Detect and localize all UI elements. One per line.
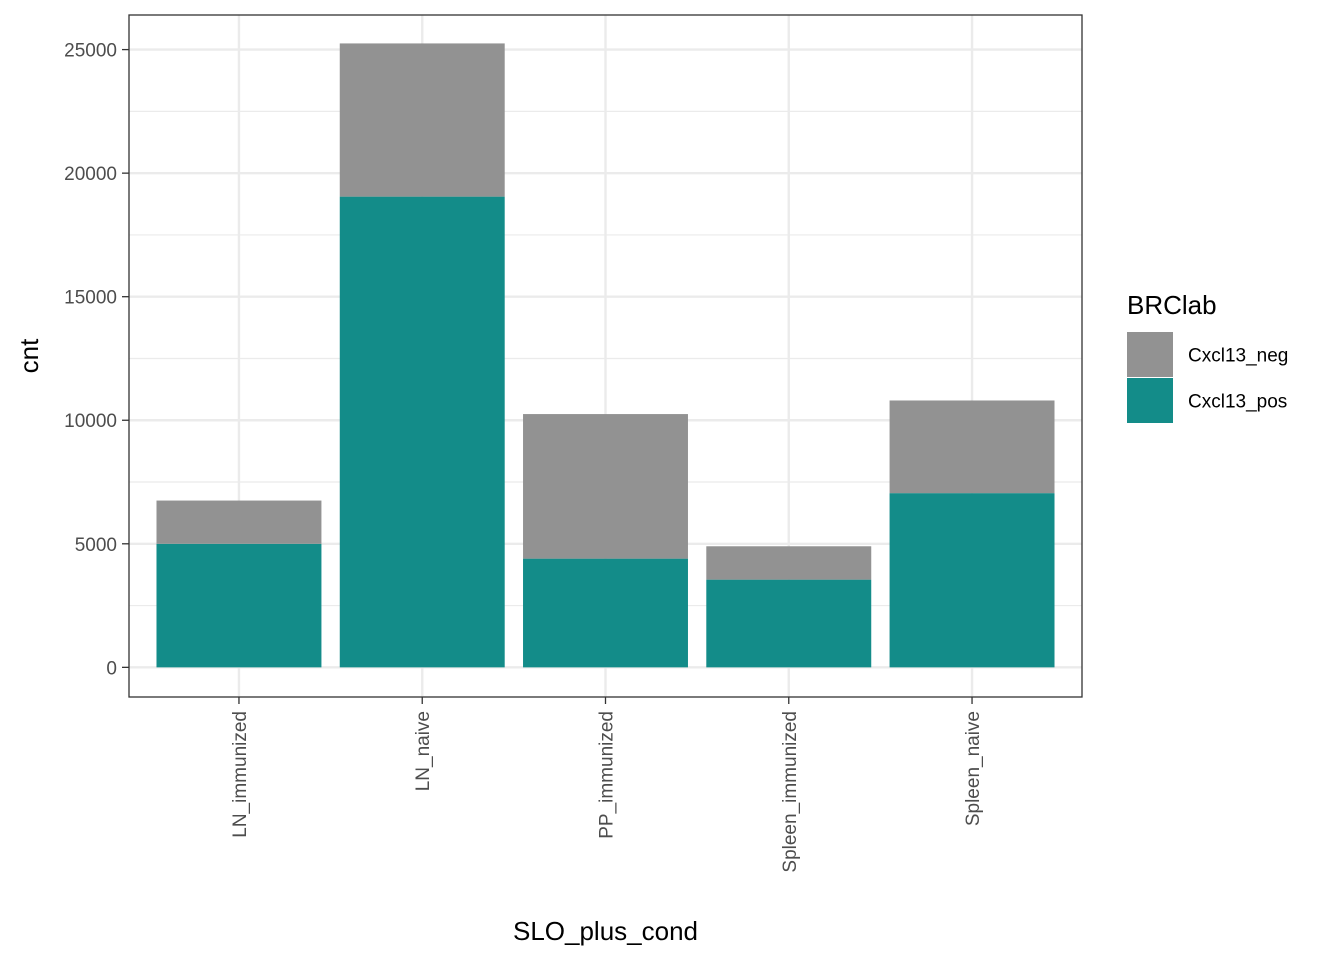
legend-key-cxcl13-pos <box>1127 378 1173 423</box>
bar-cxcl13-neg-ln-immunized <box>156 500 322 544</box>
bar-cxcl13-pos-ln-naive <box>339 196 505 668</box>
y-axis: 0 5000 10000 15000 20000 25000 <box>64 41 129 679</box>
legend-key-cxcl13-neg <box>1127 332 1173 377</box>
bar-cxcl13-pos-pp-immunized <box>523 558 688 668</box>
bar-cxcl13-pos-spleen-naive <box>889 493 1055 668</box>
x-tick-label: PP_immunized <box>597 711 618 839</box>
x-axis: LN_immunized LN_naive PP_immunized Spleen_i… <box>230 697 984 873</box>
bars <box>156 43 1055 668</box>
legend-label: Cxcl13_pos <box>1188 392 1287 413</box>
bar-cxcl13-neg-ln-naive <box>339 43 505 197</box>
bar-cxcl13-neg-spleen-immunized <box>706 546 872 580</box>
x-tick-label: Spleen_naive <box>963 711 984 826</box>
legend-title: BRClab <box>1127 290 1217 320</box>
bar-cxcl13-pos-spleen-immunized <box>706 579 872 668</box>
y-tick-label: 0 <box>106 658 117 679</box>
bar-cxcl13-neg-spleen-naive <box>889 400 1055 494</box>
y-tick-label: 10000 <box>64 411 117 432</box>
bar-cxcl13-neg-pp-immunized <box>523 414 688 559</box>
y-tick-label: 15000 <box>64 288 117 309</box>
x-tick-label: LN_immunized <box>230 711 251 838</box>
x-tick-label: Spleen_immunized <box>780 711 801 873</box>
y-tick-label: 20000 <box>64 164 117 185</box>
y-tick-label: 25000 <box>64 41 117 62</box>
x-tick-label: LN_naive <box>413 711 434 791</box>
y-axis-title: cnt <box>14 338 44 373</box>
legend-label: Cxcl13_neg <box>1188 346 1288 367</box>
y-tick-label: 5000 <box>75 535 117 556</box>
legend: BRClab Cxcl13_neg Cxcl13_pos <box>1127 290 1288 423</box>
bar-cxcl13-pos-ln-immunized <box>156 543 322 668</box>
x-axis-title: SLO_plus_cond <box>513 916 698 946</box>
